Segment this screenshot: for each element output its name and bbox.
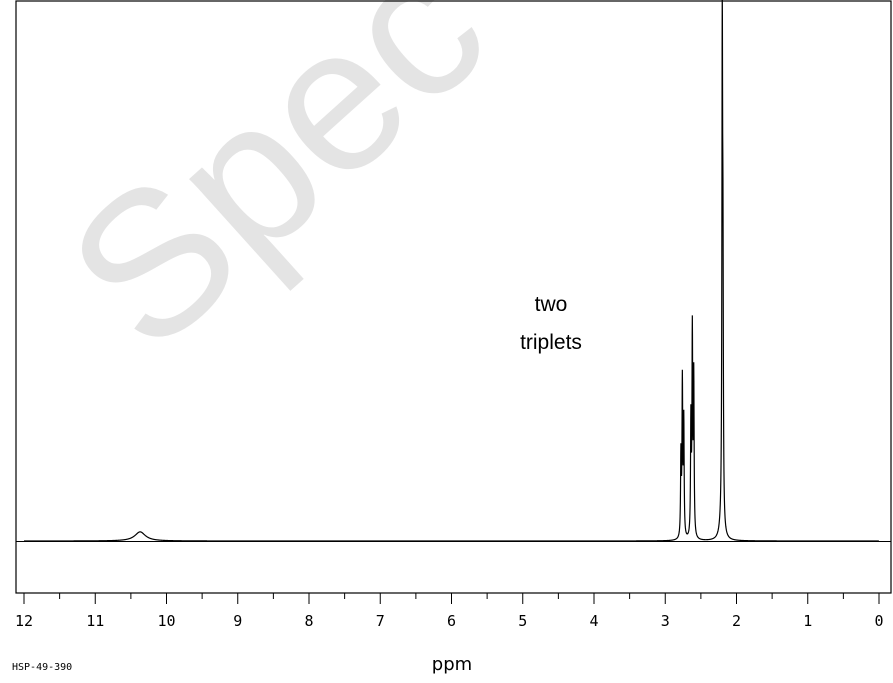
spectrum-trace xyxy=(24,0,879,542)
x-tick-label: 11 xyxy=(86,612,104,630)
x-axis: 12 11 10 9 8 7 6 5 4 3 2 1 0 xyxy=(15,593,884,630)
x-tick-label: 7 xyxy=(376,612,385,630)
x-tick-label: 1 xyxy=(803,612,812,630)
x-tick-label: 6 xyxy=(447,612,456,630)
spectrum-id: HSP-49-390 xyxy=(12,662,72,673)
x-tick-label: 10 xyxy=(157,612,175,630)
annotation-line-2: triplets xyxy=(520,331,582,354)
x-tick-label: 8 xyxy=(304,612,313,630)
x-tick-label: 9 xyxy=(233,612,242,630)
plot-frame xyxy=(15,0,892,594)
x-tick-label: 3 xyxy=(661,612,670,630)
x-tick-label: 2 xyxy=(732,612,741,630)
x-tick-label: 4 xyxy=(589,612,598,630)
annotation-line-1: two xyxy=(535,293,568,316)
x-axis-label: ppm xyxy=(432,654,472,675)
x-tick-label: 5 xyxy=(518,612,527,630)
x-tick-label: 0 xyxy=(874,612,883,630)
watermark-text: Spec xyxy=(26,0,526,393)
x-tick-label: 12 xyxy=(15,612,33,630)
